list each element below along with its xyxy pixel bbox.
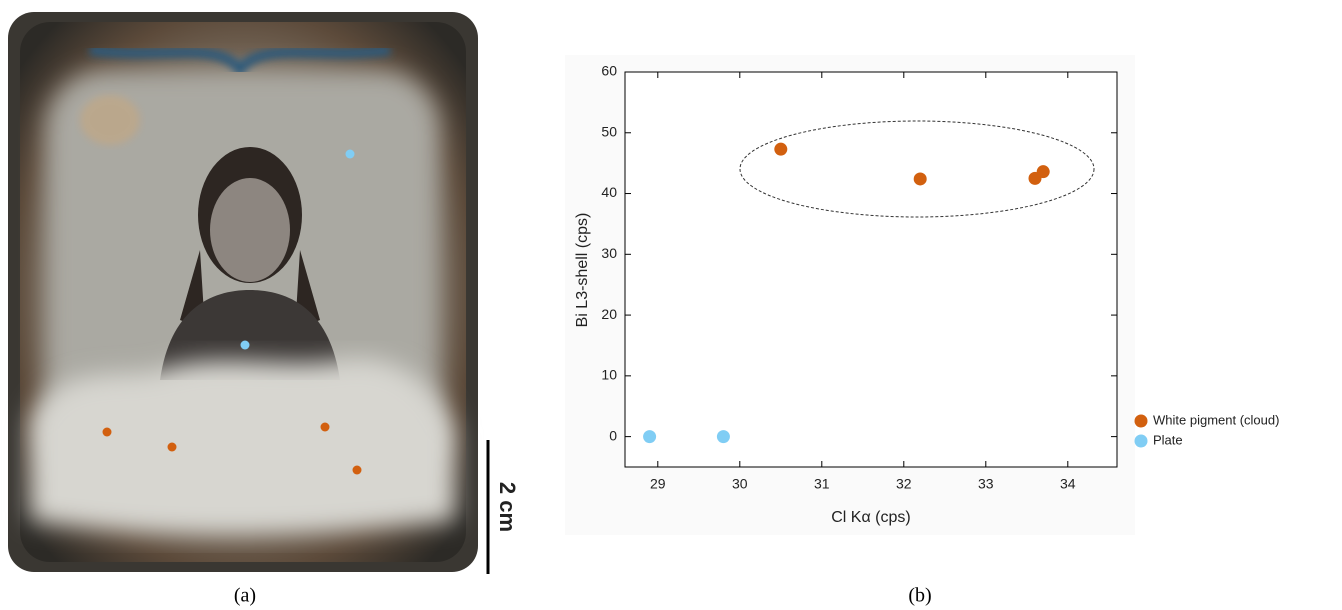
point bbox=[643, 430, 657, 444]
point bbox=[716, 430, 730, 444]
x-tick-label: 34 bbox=[1060, 476, 1076, 492]
y-tick-label: 10 bbox=[601, 367, 617, 383]
y-tick-label: 40 bbox=[601, 184, 617, 200]
legend-swatch bbox=[1134, 414, 1148, 428]
x-axis-label: Cl Kα (cps) bbox=[831, 509, 910, 526]
cluster-outline bbox=[739, 120, 1095, 218]
y-tick-label: 0 bbox=[609, 427, 617, 443]
x-tick-label: 32 bbox=[896, 476, 912, 492]
panel-label: (b) bbox=[908, 585, 931, 607]
y-tick-label: 50 bbox=[601, 123, 617, 139]
legend-label: Plate bbox=[1153, 432, 1183, 447]
point bbox=[1036, 165, 1050, 179]
plot-frame bbox=[624, 71, 1118, 468]
y-tick-label: 60 bbox=[601, 63, 617, 79]
y-tick-label: 20 bbox=[601, 306, 617, 322]
photo bbox=[8, 12, 478, 572]
x-tick-label: 30 bbox=[732, 476, 748, 492]
y-axis-label: Bi L3-shell (cps) bbox=[574, 213, 591, 328]
legend-label: White pigment (cloud) bbox=[1153, 412, 1279, 427]
x-tick-label: 29 bbox=[650, 476, 666, 492]
y-tick-label: 30 bbox=[601, 245, 617, 261]
legend-swatch bbox=[1134, 434, 1148, 448]
scale-bar-label: 2 cm bbox=[495, 482, 520, 532]
point bbox=[774, 142, 788, 156]
point bbox=[913, 172, 927, 186]
panel-label: (a) bbox=[234, 585, 256, 607]
x-tick-label: 33 bbox=[978, 476, 994, 492]
x-tick-label: 31 bbox=[814, 476, 830, 492]
